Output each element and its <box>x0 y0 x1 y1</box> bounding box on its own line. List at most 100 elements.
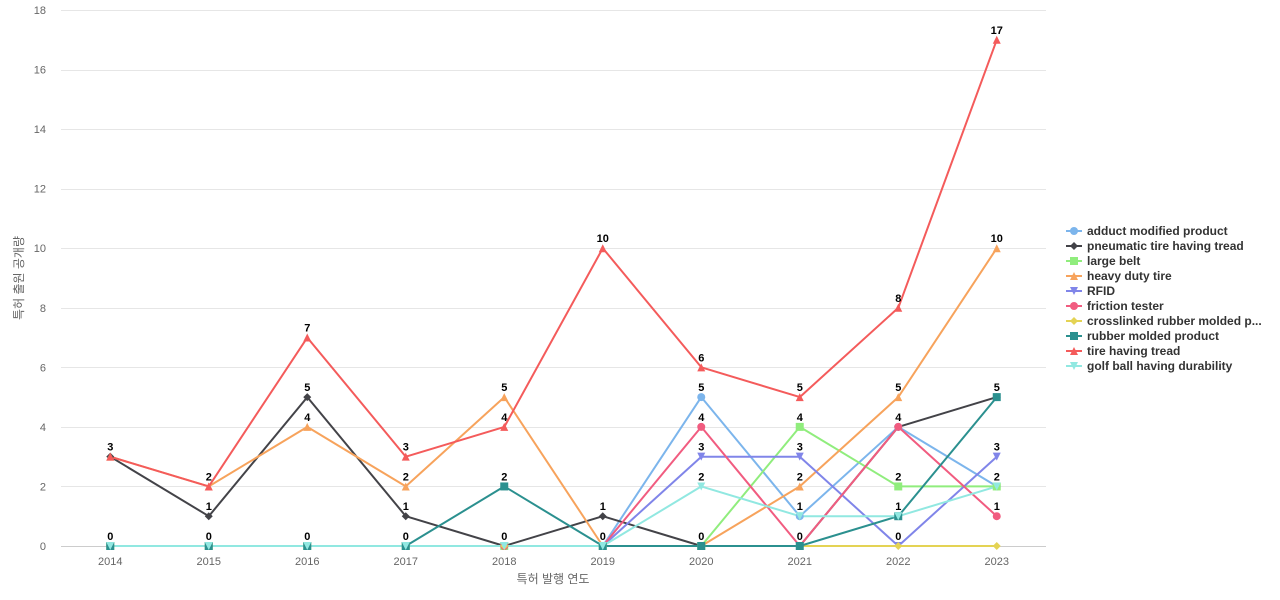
y-axis-ticks: 0 2 4 6 8 10 12 14 16 18 <box>34 5 46 553</box>
data-point <box>795 452 804 461</box>
data-label: 10 <box>991 233 1003 245</box>
data-point <box>894 303 903 312</box>
data-point <box>992 482 1001 491</box>
data-point <box>401 452 410 461</box>
data-point <box>303 542 312 550</box>
legend-label: friction tester <box>1087 299 1164 313</box>
gridlines <box>61 10 1046 487</box>
data-point <box>697 482 706 491</box>
legend-marker <box>1070 332 1078 340</box>
legend-label: heavy duty tire <box>1087 269 1172 283</box>
data-label: 8 <box>895 293 901 305</box>
data-label: 2 <box>206 471 212 483</box>
data-point <box>992 542 1001 550</box>
data-label: 0 <box>403 531 409 543</box>
data-label: 4 <box>501 412 508 424</box>
legend-item[interactable]: pneumatic tire having tread <box>1066 239 1244 253</box>
data-label: 2 <box>403 471 409 483</box>
x-tick-label: 2017 <box>394 556 418 568</box>
data-label: 1 <box>895 501 901 513</box>
data-label: 5 <box>994 382 1000 394</box>
legend-item[interactable]: tire having tread <box>1066 344 1180 358</box>
legend-item[interactable]: heavy duty tire <box>1066 269 1172 283</box>
data-label: 1 <box>403 501 409 513</box>
legend-marker <box>1070 242 1078 250</box>
legend-label: golf ball having durability <box>1087 359 1233 373</box>
data-point <box>795 393 804 402</box>
data-point <box>795 542 804 550</box>
data-label: 2 <box>797 471 803 483</box>
y-tick-label: 16 <box>34 65 46 77</box>
x-axis-title: 특허 발행 연도 <box>517 571 590 586</box>
legend-item[interactable]: RFID <box>1066 284 1115 298</box>
legend-label: adduct modified product <box>1087 224 1228 238</box>
y-tick-label: 6 <box>40 362 46 374</box>
y-tick-label: 0 <box>40 541 46 553</box>
data-point <box>992 393 1001 402</box>
x-tick-label: 2014 <box>98 556 122 568</box>
data-label: 6 <box>698 352 704 364</box>
data-point <box>303 333 312 342</box>
data-point <box>204 482 213 491</box>
data-label: 0 <box>107 531 113 543</box>
data-label: 5 <box>895 382 901 394</box>
data-label: 0 <box>206 531 212 543</box>
legend-label: crosslinked rubber molded p... <box>1087 314 1262 328</box>
legend-marker <box>1070 362 1078 370</box>
data-point <box>500 422 509 431</box>
x-tick-label: 2023 <box>985 556 1009 568</box>
data-label: 4 <box>797 412 804 424</box>
data-point <box>401 542 410 550</box>
series-line-3 <box>110 247 998 547</box>
data-point <box>106 542 115 550</box>
legend-item[interactable]: large belt <box>1066 254 1140 268</box>
data-point <box>795 512 804 521</box>
y-tick-label: 12 <box>34 184 46 196</box>
data-point <box>401 512 410 521</box>
legend-label: RFID <box>1087 284 1115 298</box>
x-tick-label: 2021 <box>788 556 812 568</box>
legend-item[interactable]: crosslinked rubber molded p... <box>1066 314 1262 328</box>
data-label: 2 <box>994 471 1000 483</box>
y-tick-label: 2 <box>40 481 46 493</box>
series-markers <box>106 35 1001 550</box>
data-label: 2 <box>895 471 901 483</box>
data-label: 0 <box>501 531 507 543</box>
data-point <box>795 482 804 491</box>
data-label: 4 <box>698 412 705 424</box>
data-label: 5 <box>304 382 310 394</box>
legend-label: rubber molded product <box>1087 329 1219 343</box>
y-axis-title: 특허 출원 공개량 <box>12 236 26 320</box>
data-label: 0 <box>600 531 606 543</box>
data-point <box>894 482 903 491</box>
legend-label: tire having tread <box>1087 344 1180 358</box>
x-tick-label: 2019 <box>591 556 615 568</box>
legend-label: pneumatic tire having tread <box>1087 239 1244 253</box>
legend-item[interactable]: golf ball having durability <box>1066 359 1233 373</box>
data-label: 3 <box>797 442 803 454</box>
data-point <box>106 452 115 461</box>
data-label: 3 <box>698 442 704 454</box>
data-point <box>992 244 1001 253</box>
legend-item[interactable]: adduct modified product <box>1066 224 1228 238</box>
x-tick-label: 2016 <box>295 556 319 568</box>
data-label: 1 <box>206 501 212 513</box>
data-point <box>500 482 509 491</box>
y-tick-label: 14 <box>34 124 46 136</box>
legend-marker <box>1070 302 1078 310</box>
y-tick-label: 10 <box>34 243 46 255</box>
data-point <box>894 393 903 402</box>
data-point <box>992 452 1001 461</box>
legend-item[interactable]: rubber molded product <box>1066 329 1219 343</box>
legend-item[interactable]: friction tester <box>1066 299 1164 313</box>
data-point <box>894 422 903 431</box>
series-line-8 <box>110 39 998 488</box>
data-point <box>500 542 509 550</box>
x-tick-label: 2020 <box>689 556 713 568</box>
x-axis-ticks: 2014 2015 2016 2017 2018 2019 2020 2021 2022 2023 <box>98 556 1009 568</box>
data-point <box>303 422 312 431</box>
data-point <box>697 542 706 550</box>
data-point <box>697 452 706 461</box>
